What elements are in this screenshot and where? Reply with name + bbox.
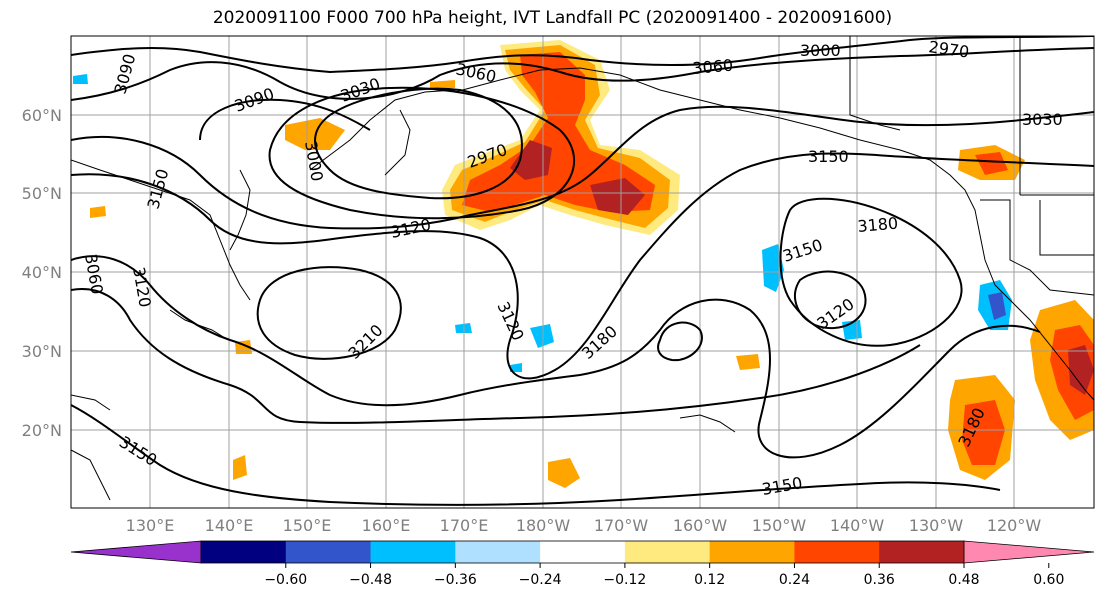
colorbar-bin <box>540 541 626 563</box>
lon-label: 170°W <box>594 516 649 535</box>
colorbar-bin <box>709 541 795 563</box>
longitude-labels: 130°E 140°E 150°E 160°E 170°E 180°W 170°… <box>126 516 1042 535</box>
lon-label: 150°E <box>283 516 332 535</box>
colorbar-bin <box>201 541 287 563</box>
colorbar-bin <box>285 541 372 563</box>
colorbar-tick-label: −0.24 <box>519 572 562 588</box>
coastlines <box>71 36 1094 501</box>
contour-label: 3060 <box>692 56 734 78</box>
colorbar-bin <box>370 541 456 563</box>
lat-label: 20°N <box>22 421 62 440</box>
colorbar-tick-label: −0.48 <box>349 572 392 588</box>
colorbar-extend-low <box>70 540 202 564</box>
graticule <box>71 36 1094 508</box>
colorbar-tick-label: 0.24 <box>779 572 810 588</box>
lon-label: 180°W <box>516 516 571 535</box>
lon-label: 170°E <box>440 516 489 535</box>
map-title: 2020091100 F000 700 hPa height, IVT Land… <box>212 8 893 28</box>
map-frame <box>70 35 1095 509</box>
colorbar-tick-label: −0.60 <box>264 572 307 588</box>
contour-label: 3030 <box>1022 110 1063 129</box>
lon-label: 130°E <box>126 516 175 535</box>
lon-label: 160°W <box>673 516 728 535</box>
colorbar-tick-label: 0.36 <box>864 572 895 588</box>
colorbar: −0.60 −0.48 −0.36 −0.24 −0.12 0.12 0.24 0.36 0.4… <box>70 540 1095 588</box>
lon-label: 150°W <box>752 516 807 535</box>
lat-label: 60°N <box>22 106 62 125</box>
colorbar-tick-label: −0.12 <box>603 572 646 588</box>
colorbar-tick-label: 0.60 <box>1033 572 1064 588</box>
colorbar-bin <box>455 541 541 563</box>
colorbar-bin <box>794 541 880 563</box>
colorbar-frame <box>200 540 965 564</box>
contour-label: 3000 <box>800 41 841 60</box>
colorbar-tick-label: 0.48 <box>948 572 979 588</box>
lon-label: 140°E <box>205 516 254 535</box>
lon-label: 140°W <box>830 516 885 535</box>
lat-label: 40°N <box>22 263 62 282</box>
colorbar-bin <box>624 541 711 563</box>
height-contours <box>71 36 1094 506</box>
contour-label: 3180 <box>857 214 899 236</box>
colorbar-tick-label: −0.36 <box>434 572 477 588</box>
colorbar-tick-label: 0.12 <box>694 572 725 588</box>
colorbar-bin <box>879 541 965 563</box>
latitude-labels: 60°N 50°N 40°N 30°N 20°N <box>22 106 62 440</box>
colorbar-extend-high <box>963 540 1095 564</box>
lat-label: 30°N <box>22 342 62 361</box>
lat-label: 50°N <box>22 184 62 203</box>
lon-label: 130°W <box>909 516 964 535</box>
lon-label: 160°E <box>362 516 411 535</box>
contour-label: 3150 <box>808 147 849 166</box>
lon-label: 120°W <box>987 516 1042 535</box>
